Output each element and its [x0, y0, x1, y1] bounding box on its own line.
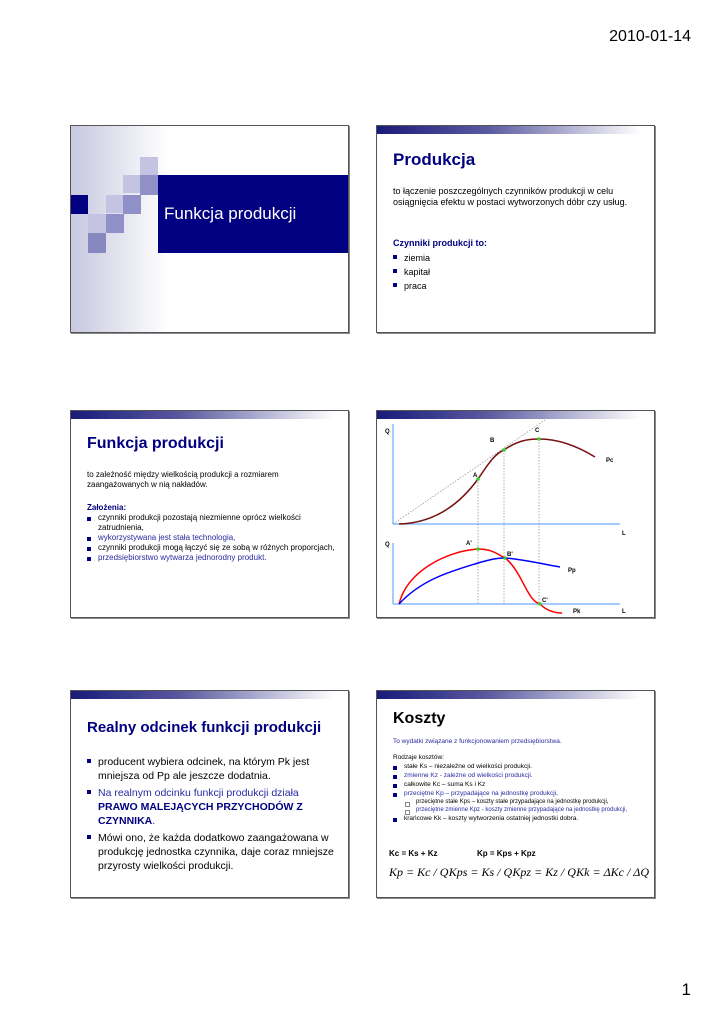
list-item: czynniki produkcji mogą łączyć się ze so… — [87, 543, 338, 553]
equation: Kc = Ks + Kz — [389, 849, 438, 858]
list-item: praca — [393, 279, 644, 293]
slide-title: Funkcja produkcji — [70, 125, 349, 333]
date: 2010-01-14 — [609, 28, 691, 45]
header-strip — [71, 411, 348, 419]
list-item: stałe Ks – niezależne od wielkości produ… — [393, 762, 644, 771]
law-name: PRAWO MALEJĄCYCH PRZYCHODÓW Z CZYNNIKA — [98, 801, 303, 827]
pc-curve — [398, 438, 596, 525]
header-strip — [377, 691, 654, 699]
definition: to zależność między wielkością produkcji… — [87, 470, 279, 489]
equation: Kp = Kps + Kpz — [477, 849, 536, 858]
guide-lines — [392, 419, 546, 604]
formulas: Kp = Kc / Q Kps = Ks / Q Kpz = Kz / Q Kk… — [389, 865, 649, 880]
slide-heading: Realny odcinek funkcji produkcji — [87, 719, 322, 736]
subtitle: To wydatki związane z funkcjonowaniem pr… — [393, 738, 562, 745]
formula: Kps = Ks / Q — [448, 865, 513, 879]
assumptions-heading: Założenia: — [87, 503, 127, 512]
axes — [392, 424, 620, 605]
list-item: przeciętne Kp – przypadające na jednostk… — [393, 789, 644, 798]
list-item: wykorzystywana jest stała technologia, — [87, 533, 338, 543]
formula: Kpz = Kz / Q — [512, 865, 576, 879]
l-axis-label: L — [622, 609, 626, 615]
header-strip — [71, 691, 348, 699]
slide-produkcja: Produkcja to łączenie poszczególnych czy… — [376, 125, 655, 333]
factors: Czynniki produkcji to: ziemia kapitał pr… — [393, 238, 644, 293]
point-b2 — [503, 556, 507, 560]
cost-types: Rodzaje kosztów: stałe Ks – niezależne o… — [393, 753, 644, 823]
definition: to łączenie poszczególnych czynników pro… — [393, 186, 628, 207]
label-pc: Pc — [606, 458, 614, 464]
slide-diagram: Q Q L L A B C A' B' C' Pc Pp Pk — [376, 410, 655, 618]
point-a — [476, 477, 480, 481]
points — [476, 437, 542, 606]
list-item: kapitał — [393, 265, 644, 279]
label-a2: A' — [466, 541, 472, 547]
point-c2 — [538, 602, 542, 606]
list-item: ziemia — [393, 251, 644, 265]
list-item: Na realnym odcinku funkcji produkcji dzi… — [87, 786, 338, 828]
l-axis-label: L — [622, 531, 626, 537]
label-b: B — [490, 438, 495, 444]
label-c2: C' — [542, 598, 548, 604]
list-item: przedsiębiorstwo wytwarza jednorodny pro… — [87, 553, 338, 563]
q-axis-label: Q — [385, 429, 390, 435]
list-item: całkowite Kc – suma Ks i Kz — [393, 780, 644, 789]
list-item: zmienne Kz - zależne od wielkości produk… — [393, 771, 644, 780]
page-number: 1 — [681, 980, 691, 999]
label-b2: B' — [507, 552, 513, 558]
bullet-list: producent wybiera odcinek, na którym Pk … — [87, 755, 338, 873]
sub-item: przeciętne stałe Kps – koszty stałe przy… — [405, 798, 644, 807]
label-a: A — [473, 473, 478, 479]
slide-heading: Funkcja produkcji — [87, 435, 224, 452]
formula: Kk = ΔKc / ΔQ — [576, 865, 649, 879]
law-intro: Na realnym odcinku funkcji produkcji dzi… — [98, 787, 299, 799]
list-item: czynniki produkcji pozostają niezmienne … — [87, 513, 338, 533]
point-a2 — [476, 547, 480, 551]
list-item: producent wybiera odcinek, na którym Pk … — [87, 755, 338, 783]
list-item: krańcowe Kk – koszty wytworzenia ostatni… — [393, 814, 644, 823]
slide-koszty: Koszty To wydatki związane z funkcjonowa… — [376, 690, 655, 898]
slide-heading: Koszty — [393, 710, 446, 727]
slide-funkcja: Funkcja produkcji to zależność między wi… — [70, 410, 349, 618]
production-diagram: Q Q L L A B C A' B' C' Pc Pp Pk — [385, 419, 626, 615]
assumptions: Założenia: czynniki produkcji pozostają … — [87, 503, 338, 563]
slide-realny-odcinek: Realny odcinek funkcji produkcji produce… — [70, 690, 349, 898]
label-c: C — [535, 428, 540, 434]
point-b — [502, 448, 506, 452]
q-axis-label: Q — [385, 542, 390, 548]
label-pk: Pk — [573, 609, 581, 615]
list-item: Mówi ono, że każda dodatkowo zaangażowan… — [87, 831, 338, 873]
label-pp: Pp — [568, 568, 576, 574]
types-label: Rodzaje kosztów: — [393, 754, 444, 761]
factors-heading: Czynniki produkcji to: — [393, 238, 488, 248]
header-strip — [377, 126, 654, 134]
header-strip — [377, 411, 654, 419]
pp-curve — [398, 557, 561, 605]
slide-title-text: Funkcja produkcji — [164, 204, 297, 223]
formula: Kp = Kc / Q — [389, 865, 449, 879]
sub-item: przeciętne zmienne Kpz - koszty zmienne … — [405, 806, 644, 815]
point-c — [537, 437, 541, 441]
slide-heading: Produkcja — [393, 150, 476, 169]
